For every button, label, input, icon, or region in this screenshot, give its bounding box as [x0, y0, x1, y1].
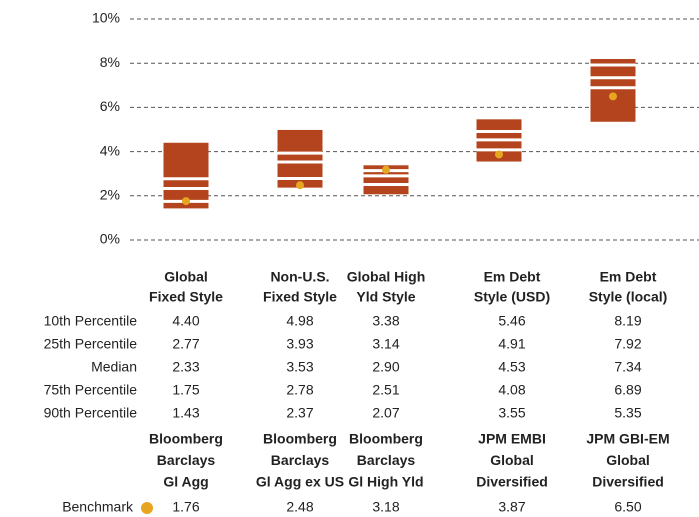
cell: 3.14 — [372, 336, 399, 352]
benchmark-name: JPM EMBI — [478, 431, 546, 447]
benchmark-label: Benchmark — [62, 499, 134, 515]
cell: 6.89 — [614, 382, 641, 398]
benchmark-value: 6.50 — [614, 499, 641, 515]
benchmark-name: Bloomberg — [349, 431, 423, 447]
cell: 7.92 — [614, 336, 641, 352]
cell: 4.91 — [498, 336, 525, 352]
cell: 4.40 — [172, 313, 199, 329]
cell: 8.19 — [614, 313, 641, 329]
cell: 3.53 — [286, 359, 313, 375]
cell: 2.77 — [172, 336, 199, 352]
column-header: Em Debt — [484, 269, 541, 285]
column-header: Style (USD) — [474, 289, 550, 305]
y-tick-label: 6% — [100, 98, 120, 114]
benchmark-dot — [382, 165, 390, 174]
benchmark-name: Barclays — [357, 452, 416, 468]
column-header: Fixed Style — [149, 289, 223, 305]
cell: 3.93 — [286, 336, 313, 352]
y-tick-label: 10% — [92, 10, 120, 26]
row-label: 75th Percentile — [44, 382, 138, 398]
benchmark-dot — [296, 181, 304, 190]
benchmark-value: 1.76 — [172, 499, 199, 515]
benchmark-dot — [495, 150, 503, 159]
benchmark-name: Gl Agg ex US — [256, 474, 344, 490]
benchmark-name: Barclays — [157, 452, 216, 468]
cell: 4.08 — [498, 382, 525, 398]
column-header: Em Debt — [600, 269, 657, 285]
row-label: Median — [91, 359, 137, 375]
cell: 2.90 — [372, 359, 399, 375]
benchmark-legend-dot — [141, 502, 153, 514]
benchmark-name: Gl High Yld — [348, 474, 423, 490]
benchmark-name: Bloomberg — [263, 431, 337, 447]
cell: 2.33 — [172, 359, 199, 375]
cell: 2.37 — [286, 405, 313, 421]
cell: 1.75 — [172, 382, 199, 398]
cell: 5.46 — [498, 313, 525, 329]
column-header: Non-U.S. — [270, 269, 329, 285]
benchmark-dot — [182, 197, 190, 206]
cell: 7.34 — [614, 359, 641, 375]
row-label: 10th Percentile — [44, 313, 138, 329]
benchmark-value: 3.87 — [498, 499, 525, 515]
cell: 5.35 — [614, 405, 641, 421]
column-header: Global High — [347, 269, 426, 285]
cell: 3.55 — [498, 405, 525, 421]
benchmark-name: Diversified — [476, 474, 548, 490]
benchmark-value: 3.18 — [372, 499, 399, 515]
range-bar — [590, 59, 636, 122]
benchmark-name: Gl Agg — [163, 474, 208, 490]
row-label: 90th Percentile — [44, 405, 138, 421]
benchmark-name: Global — [606, 452, 650, 468]
cell: 4.98 — [286, 313, 313, 329]
cell: 3.38 — [372, 313, 399, 329]
y-tick-label: 8% — [100, 54, 120, 70]
column-header: Fixed Style — [263, 289, 337, 305]
benchmark-value: 2.48 — [286, 499, 313, 515]
column-header: Yld Style — [356, 289, 415, 305]
benchmark-dot — [609, 92, 617, 101]
column-header: Style (local) — [589, 289, 668, 305]
benchmark-name: Diversified — [592, 474, 664, 490]
benchmark-name: Bloomberg — [149, 431, 223, 447]
column-header: Global — [164, 269, 208, 285]
benchmark-name: JPM GBI-EM — [586, 431, 669, 447]
y-tick-label: 2% — [100, 187, 120, 203]
y-tick-label: 0% — [100, 231, 120, 247]
cell: 4.53 — [498, 359, 525, 375]
cell: 2.51 — [372, 382, 399, 398]
benchmark-name: Global — [490, 452, 534, 468]
cell: 1.43 — [172, 405, 199, 421]
row-label: 25th Percentile — [44, 336, 138, 352]
benchmark-name: Barclays — [271, 452, 330, 468]
y-tick-label: 4% — [100, 142, 120, 158]
cell: 2.78 — [286, 382, 313, 398]
cell: 2.07 — [372, 405, 399, 421]
